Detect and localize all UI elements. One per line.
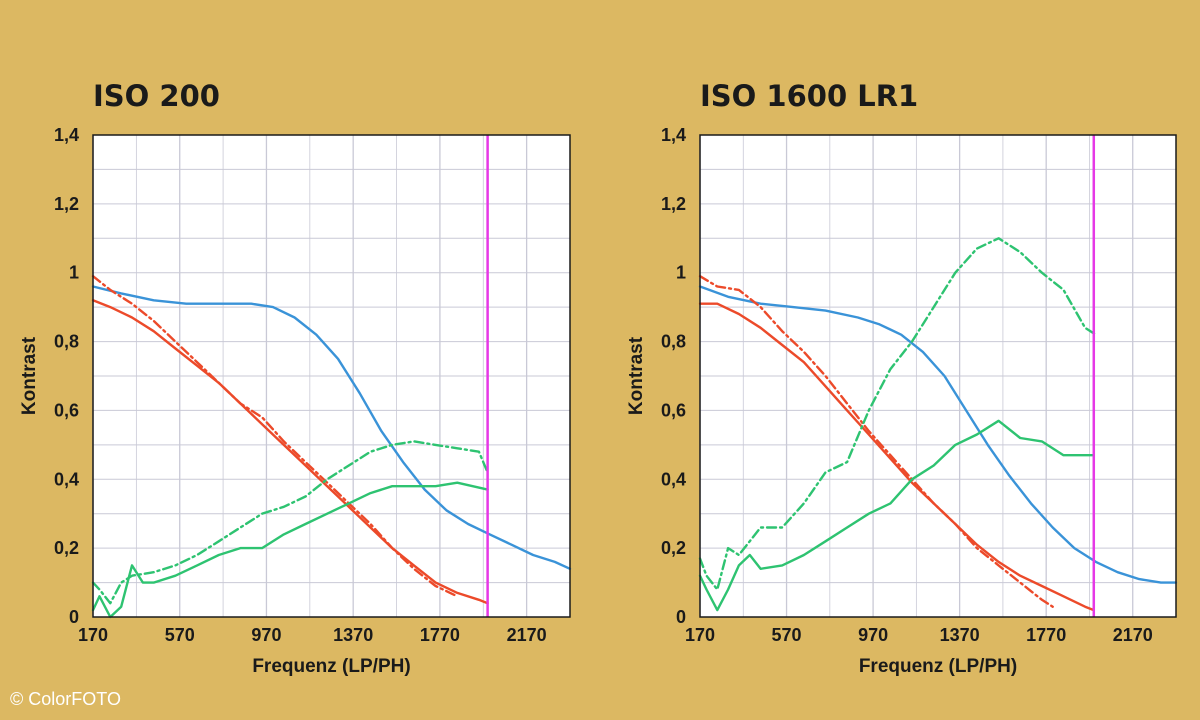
plot-border	[92, 134, 571, 618]
x-tick-label: 570	[772, 625, 802, 645]
chart-panel-2: ISO 1600 LR1 0 0,2 0,4 0,6 0,8 1 1,2 1,4 170 570 97…	[626, 79, 1178, 677]
y-tick-label: 0,4	[54, 469, 79, 489]
series-red-solid	[698, 302, 1096, 612]
y-tick-label: 0,8	[54, 332, 79, 352]
x-axis-label: Frequenz (LP/PH)	[252, 656, 410, 677]
x-tick-label: 2170	[507, 625, 547, 645]
x-tick-label: 170	[685, 625, 715, 645]
plot-border	[699, 134, 1177, 618]
series-blue-solid	[698, 285, 1178, 584]
y-tick-label: 0,6	[661, 400, 686, 420]
y-tick-label: 0,8	[661, 332, 686, 352]
y-tick-label: 0,2	[661, 538, 686, 558]
y-tick-label: 0,6	[54, 400, 79, 420]
y-tick-label: 1,2	[661, 194, 686, 214]
x-tick-label: 970	[858, 625, 888, 645]
series-green-solid	[698, 419, 1096, 612]
y-tick-label: 1	[676, 263, 686, 283]
series-green-dashdot	[698, 237, 1098, 591]
x-tick-label: 1770	[420, 625, 460, 645]
y-tick-label: 0	[69, 607, 79, 627]
series-red-solid	[91, 299, 489, 605]
y-tick-label: 1,2	[54, 194, 79, 214]
x-tick-label: 1370	[333, 625, 373, 645]
series-red-dashdot	[91, 275, 459, 598]
chart-title: ISO 1600 LR1	[700, 79, 918, 113]
y-axis-label: Kontrast	[626, 336, 647, 415]
y-tick-label: 0	[676, 607, 686, 627]
x-tick-label: 570	[165, 625, 195, 645]
copyright-credit: © ColorFOTO	[10, 689, 121, 709]
y-axis-label: Kontrast	[19, 336, 40, 415]
chart-title: ISO 200	[93, 79, 220, 113]
y-tick-label: 1,4	[661, 125, 686, 145]
y-tick-label: 1,4	[54, 125, 79, 145]
series-blue-solid	[91, 285, 572, 570]
x-tick-label: 1770	[1026, 625, 1066, 645]
y-tick-label: 1	[69, 263, 79, 283]
series-green-solid	[91, 481, 489, 619]
x-tick-label: 970	[251, 625, 281, 645]
y-tick-label: 0,2	[54, 538, 79, 558]
x-tick-label: 1370	[940, 625, 980, 645]
x-tick-label: 2170	[1113, 625, 1153, 645]
x-axis-label: Frequenz (LP/PH)	[859, 656, 1017, 677]
series-red-dashdot	[698, 275, 1054, 608]
chart-panel-1: ISO 200 0 0,2 0,4 0,6 0,8 1 1,2 1,4 170 570 970 1370…	[19, 79, 572, 677]
x-tick-label: 170	[78, 625, 108, 645]
series-green-dashdot	[91, 440, 489, 605]
y-tick-label: 0,4	[661, 469, 686, 489]
